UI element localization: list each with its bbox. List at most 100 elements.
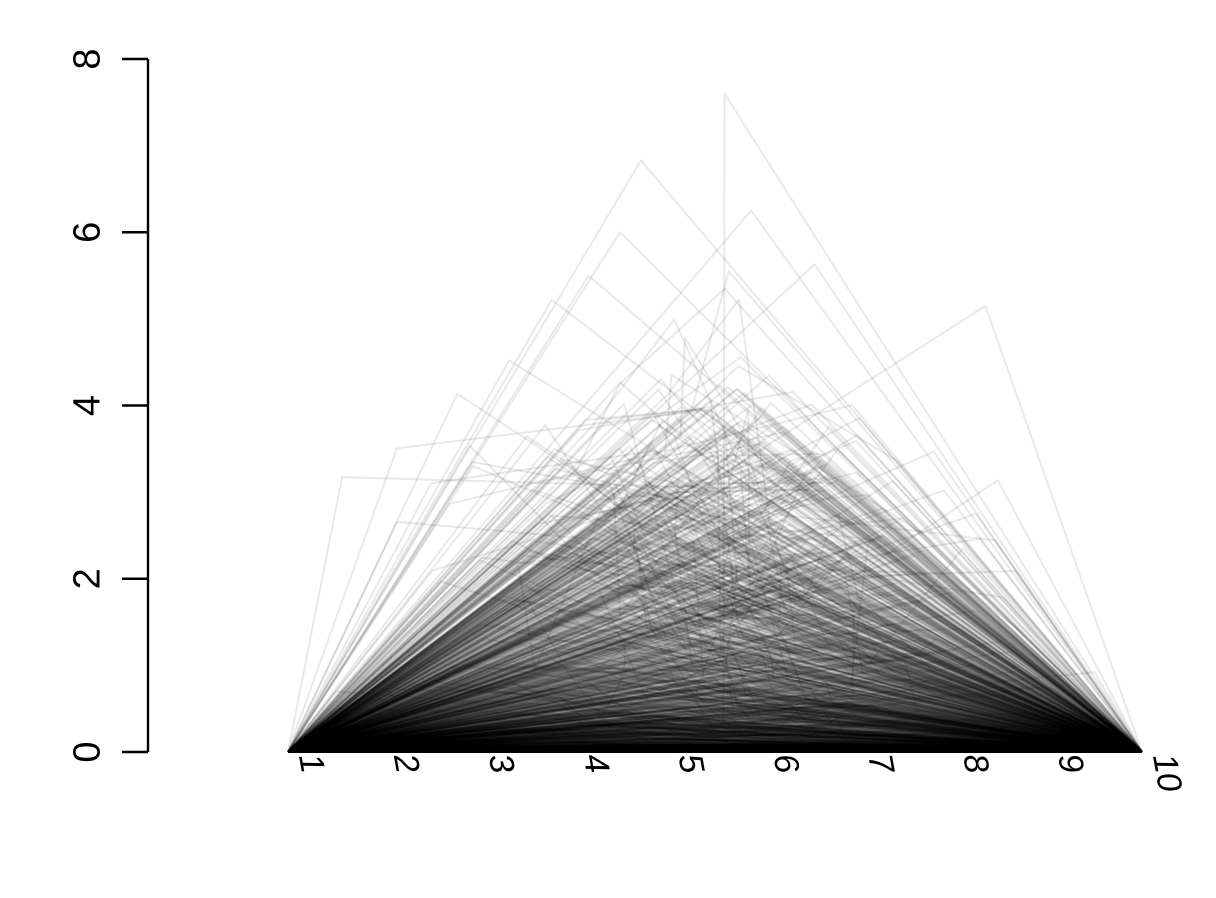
series-line-1194: [287, 660, 1143, 753]
series-line-879: [287, 655, 1143, 753]
series-line-965: [287, 455, 1143, 753]
series-line-1349: [287, 632, 1143, 753]
series-line-143: [287, 679, 1143, 753]
series-line-959: [287, 515, 1143, 753]
series-line-1220: [287, 736, 1143, 753]
series-line-907: [287, 744, 1143, 753]
series-line-1487: [287, 660, 1143, 753]
series-line-669: [287, 672, 1143, 753]
series-line-422: [287, 745, 1143, 753]
series-line-1319: [287, 721, 1143, 753]
series-line-398: [287, 749, 1143, 753]
series-line-346: [287, 749, 1143, 753]
series-line-566: [287, 627, 1143, 753]
series-line-81: [287, 545, 1143, 753]
series-line-197: [287, 435, 1143, 753]
series-line-1240: [287, 463, 1143, 753]
series-line-148: [287, 741, 1143, 753]
series-line-1338: [287, 728, 1143, 753]
series-line-1490: [287, 732, 1143, 753]
series-line-627: [287, 648, 1143, 753]
series-line-69: [287, 695, 1143, 753]
series-line-121: [287, 739, 1143, 753]
series-line-349: [287, 707, 1143, 753]
series-line-107: [287, 715, 1143, 753]
series-line-253: [287, 743, 1143, 753]
series-line-520: [287, 523, 1143, 753]
series-line-1174: [287, 502, 1143, 753]
series-line-1394: [287, 601, 1143, 753]
series-line-409: [287, 680, 1143, 753]
series-line-992: [287, 672, 1143, 753]
series-line-1180: [287, 551, 1143, 753]
series-line-810: [287, 734, 1143, 753]
series-line-27: [287, 676, 1143, 753]
series-line-229: [287, 637, 1143, 753]
series-line-1213: [287, 419, 1143, 753]
series-line-903: [287, 748, 1143, 753]
series-line-1291: [287, 639, 1143, 753]
series-line-147: [287, 651, 1143, 753]
series-line-969: [287, 745, 1143, 753]
series-line-1186: [287, 732, 1143, 753]
series-line-1086: [287, 721, 1143, 753]
series-line-1480: [287, 734, 1143, 753]
series-line-1316: [287, 720, 1143, 753]
series-line-224: [287, 749, 1143, 753]
series-line-200: [287, 733, 1143, 753]
series-line-1076: [287, 748, 1143, 753]
series-line-553: [287, 566, 1143, 753]
series-line-654: [287, 749, 1143, 753]
series-line-1354: [287, 745, 1143, 753]
series-line-727: [287, 659, 1143, 753]
series-line-426: [287, 602, 1143, 753]
series-line-1223: [287, 732, 1143, 753]
series-line-1016: [287, 627, 1143, 753]
series-line-362: [287, 742, 1143, 753]
series-line-463: [287, 471, 1143, 753]
series-line-569: [287, 559, 1143, 753]
series-line-533: [287, 686, 1143, 753]
series-line-1306: [287, 717, 1143, 753]
series-line-1492: [287, 533, 1143, 753]
series-line-15: [287, 601, 1143, 753]
series-line-1396: [287, 584, 1143, 753]
series-line-1176: [287, 745, 1143, 753]
series-line-652: [287, 705, 1143, 753]
series-line-623: [287, 601, 1143, 753]
series-line-716: [287, 530, 1143, 753]
series-line-311: [287, 740, 1143, 753]
series-line-352: [287, 419, 1143, 753]
series-line-905: [287, 676, 1143, 753]
series-line-100: [287, 637, 1143, 753]
series-line-296: [287, 563, 1143, 753]
series-line-821: [287, 544, 1143, 753]
series-line-692: [287, 530, 1143, 753]
series-line-1325: [287, 741, 1143, 753]
series-line-392: [287, 487, 1143, 753]
series-line-1488: [287, 696, 1143, 753]
series-line-1380: [287, 748, 1143, 753]
series-line-457: [287, 535, 1143, 753]
series-line-1108: [287, 746, 1143, 753]
series-line-656: [287, 750, 1143, 753]
series-line-47: [287, 715, 1143, 753]
series-line-453: [287, 694, 1143, 753]
series-line-899: [287, 743, 1143, 753]
series-line-1314: [287, 580, 1143, 753]
series-line-1128: [287, 498, 1143, 753]
series-line-665: [287, 508, 1143, 753]
series-line-1449: [287, 402, 1143, 753]
series-line-788: [287, 715, 1143, 753]
series-line-1090: [287, 533, 1143, 753]
series-line-950: [287, 675, 1143, 753]
series-line-1365: [287, 750, 1143, 753]
series-line-316: [287, 725, 1143, 753]
series-line-629: [287, 627, 1143, 753]
series-line-735: [287, 702, 1143, 753]
series-line-594: [287, 725, 1143, 753]
series-line-23: [287, 640, 1143, 753]
series-line-942: [287, 621, 1143, 753]
series-line-585: [287, 737, 1143, 753]
series-line-410: [287, 749, 1143, 753]
